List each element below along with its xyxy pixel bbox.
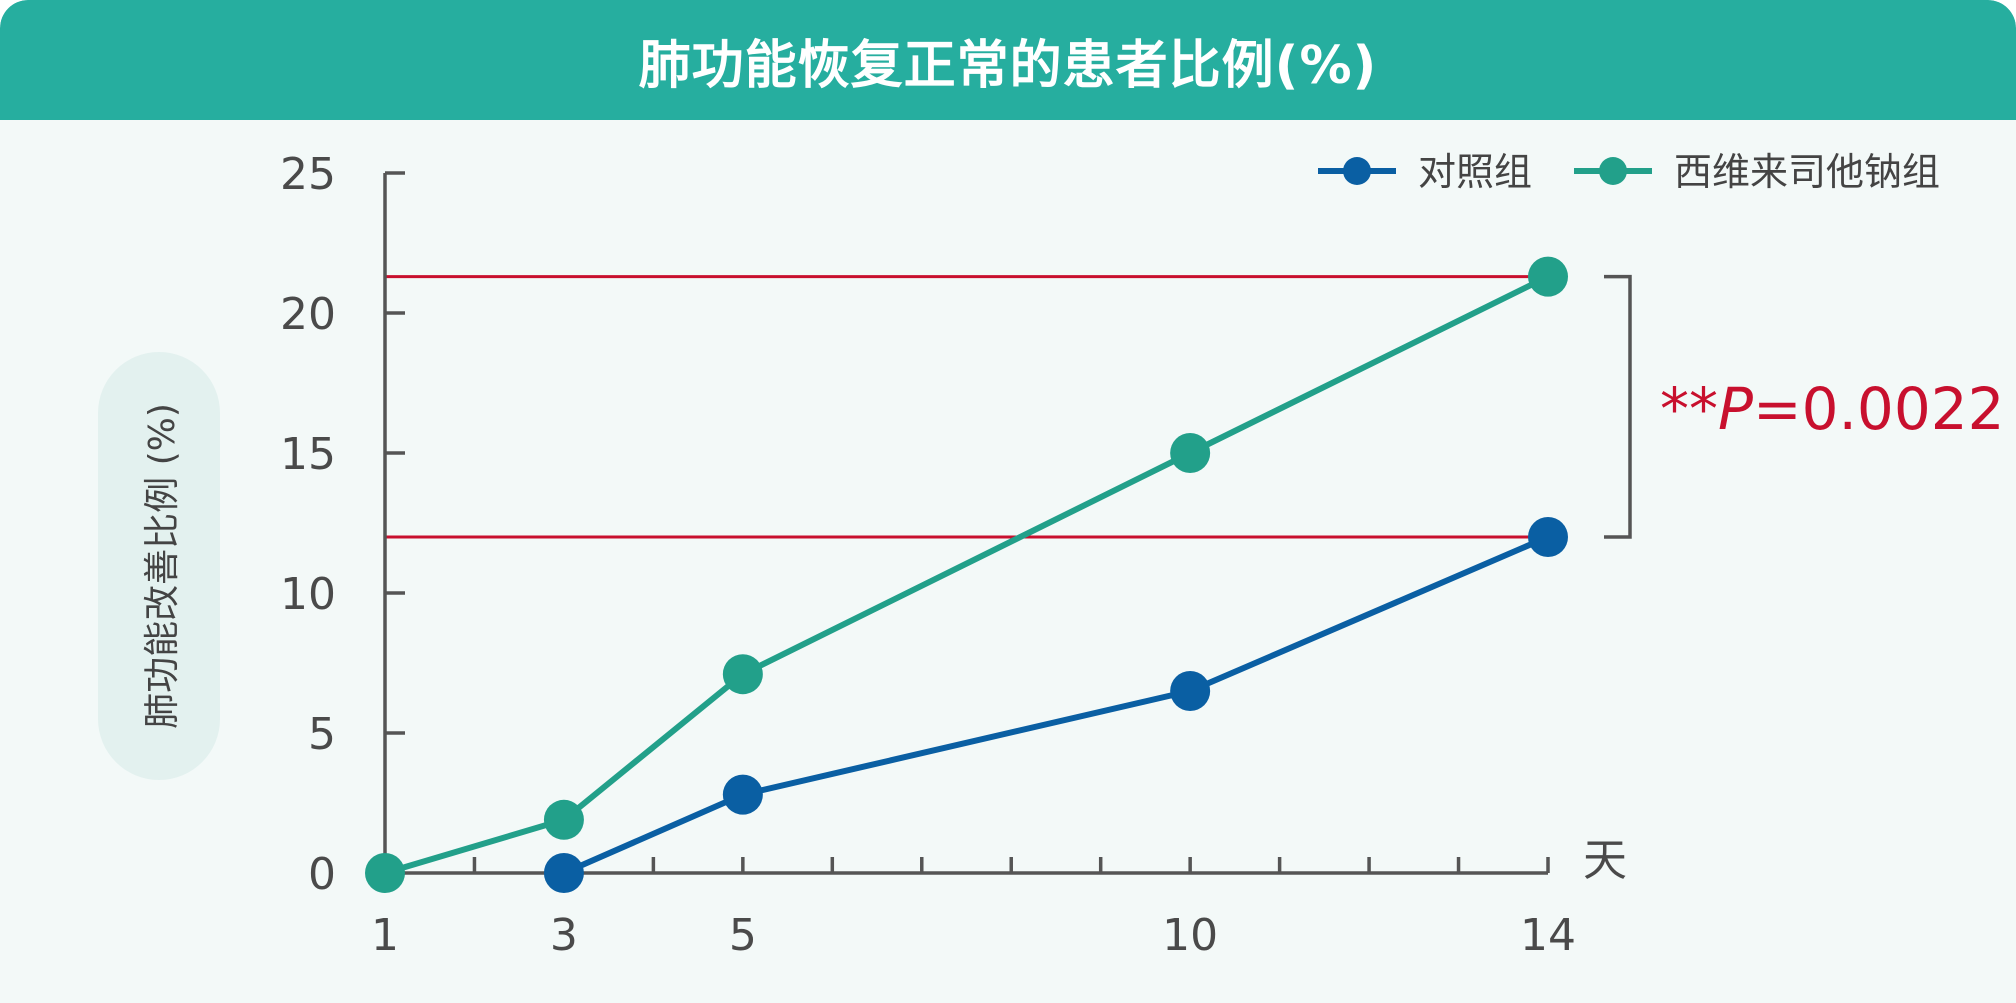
y-tick-label-25: 25 (280, 149, 336, 200)
reference-lines (385, 275, 1548, 539)
legend: 对照组 西维来司他钠组 (1318, 150, 1940, 194)
p-value-stars: ** (1660, 375, 1718, 443)
series-1-point-3 (543, 799, 584, 840)
series-line-0 (562, 534, 1550, 876)
p-value-symbol: P (1718, 375, 1753, 443)
y-tick-label-10: 10 (280, 569, 336, 620)
x-axis-label: 天 (1583, 835, 1627, 886)
x-tick-label-5: 5 (729, 910, 757, 961)
legend-marker-0 (1343, 157, 1371, 185)
y-axis-label-pill: 肺功能改善比例 (%) (98, 352, 220, 780)
title-bar: 肺功能恢复正常的患者比例(%) (0, 0, 2016, 120)
legend-label-1: 西维来司他钠组 (1674, 150, 1940, 194)
chart-title: 肺功能恢复正常的患者比例(%) (638, 35, 1378, 96)
series-1-point-10 (1170, 433, 1211, 473)
series-line-1 (384, 273, 1550, 876)
series-0-point-5 (722, 774, 763, 815)
y-tick-label-15: 15 (280, 429, 336, 480)
series-0-point-14 (1528, 517, 1568, 557)
axes: 0 5 10 15 20 25 1 3 5 10 14天 (280, 149, 1627, 961)
x-tick-label-1: 1 (371, 910, 399, 961)
x-tick-label-14: 14 (1520, 910, 1576, 961)
p-value-annotation: **P=0.0022 (1660, 375, 2005, 443)
y-tick-label-20: 20 (280, 289, 336, 340)
x-tick-label-10: 10 (1162, 910, 1218, 961)
bracket-line (1604, 274, 1632, 539)
series-1-point-14 (1528, 256, 1568, 297)
series-1-point-5 (722, 654, 763, 695)
legend-marker-1 (1599, 157, 1627, 185)
y-tick-label-0: 0 (308, 849, 336, 900)
series-1-point-1 (365, 853, 405, 893)
series-0-point-10 (1170, 671, 1211, 711)
x-tick-label-3: 3 (550, 910, 578, 961)
significance-bracket: **P=0.0022 (1604, 274, 2005, 539)
y-tick-label-5: 5 (308, 709, 336, 760)
series-layer (365, 256, 1568, 893)
series-0-point-3 (543, 853, 584, 893)
legend-label-0: 对照组 (1418, 150, 1532, 194)
p-value-number: =0.0022 (1753, 375, 2005, 443)
